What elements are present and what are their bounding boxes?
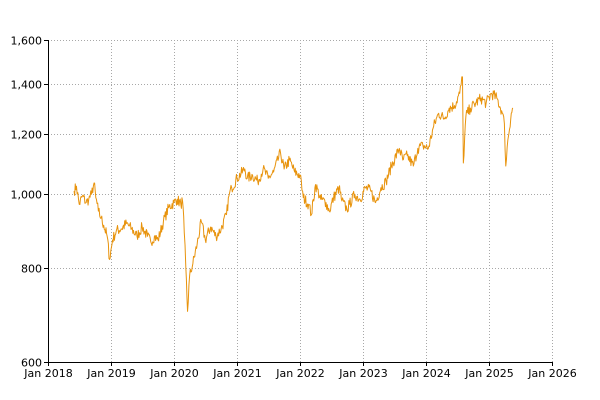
x-tick-label: Jan 2024 [401,367,450,380]
price-series-line [73,76,514,312]
x-tick-label: Jan 2021 [212,367,261,380]
series-layer [73,76,514,312]
x-tick-label: Jan 2022 [275,367,324,380]
y-tick-label: 1,200 [11,129,43,142]
y-tick-labels: 600 800 1,000 1,200 1,400 1,600 [11,35,43,370]
axes [44,40,553,366]
x-tick-label: Jan 2018 [23,367,72,380]
x-tick-label: Jan 2025 [464,367,513,380]
y-tick-label: 600 [21,357,42,370]
y-grid-lines [48,40,552,269]
x-tick-label: Jan 2026 [527,367,576,380]
x-tick-label: Jan 2023 [338,367,387,380]
x-tick-label: Jan 2020 [149,367,198,380]
y-tick-label: 800 [21,263,42,276]
y-tick-label: 1,600 [11,35,43,48]
y-tick-label: 1,000 [11,189,43,202]
y-tick-label: 1,400 [11,79,43,92]
x-tick-labels: Jan 2018 Jan 2019 Jan 2020 Jan 2021 Jan 2022… [23,367,576,380]
x-tick-label: Jan 2019 [86,367,135,380]
